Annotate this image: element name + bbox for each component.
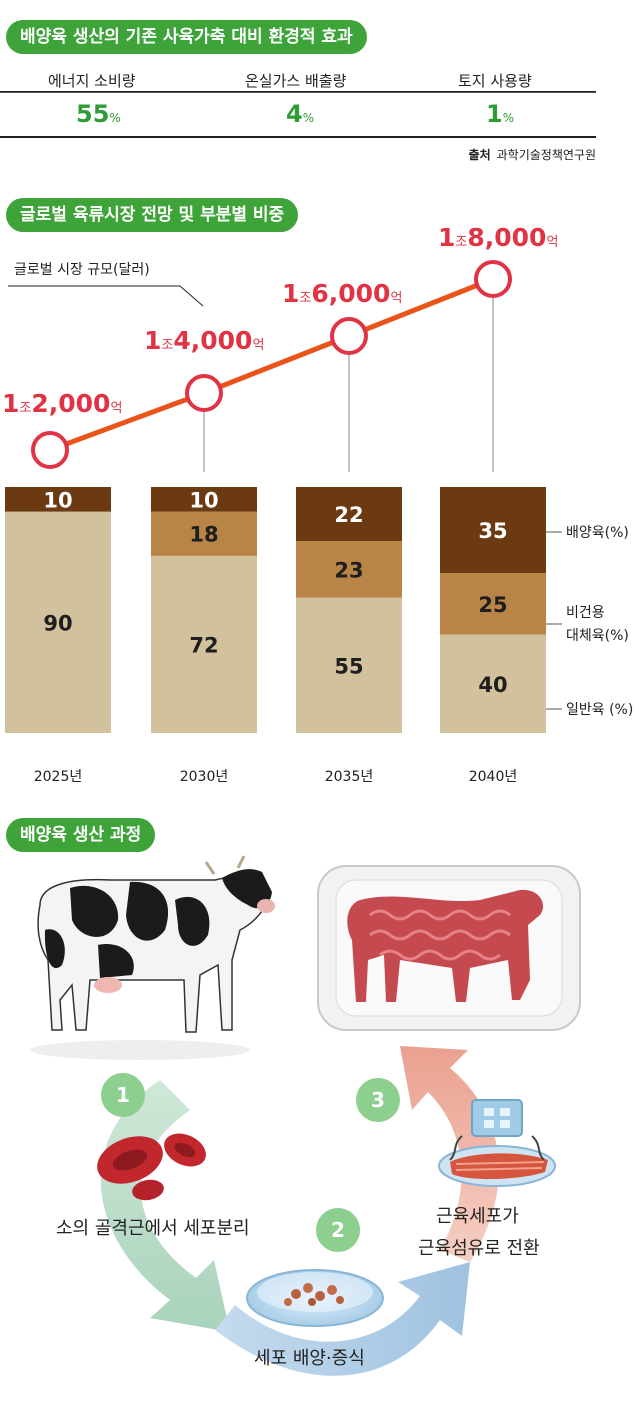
bar-value-label: 23: [334, 558, 363, 582]
bar-segment: [440, 573, 546, 635]
bar-segment: [151, 555, 257, 733]
step-3-text-line2: 근육섬유로 전환: [418, 1238, 540, 1259]
effect-mid-rule: [0, 92, 596, 93]
cow-illustration: [30, 855, 275, 1060]
step-number-1: 1: [116, 1083, 130, 1107]
effect-label-land: 토지 사용량: [458, 72, 532, 90]
effect-value-ghg-unit: %: [302, 111, 315, 125]
market-size-label: 1조4,000억: [144, 326, 264, 355]
effect-value-energy-num: 55: [76, 100, 110, 128]
muscle-fiber-illustration: [438, 1099, 556, 1187]
effect-value-land-num: 1: [486, 100, 503, 128]
bar-value-label: 25: [478, 593, 507, 617]
petri-dish-illustration: [246, 1269, 384, 1327]
bar-segment: [440, 634, 546, 733]
legend-label-vegan-1: 비건용: [566, 605, 605, 621]
step-badge-2: [316, 1208, 360, 1252]
cells-illustration: [97, 1133, 206, 1201]
x-tick-label: 2030년: [180, 769, 229, 785]
x-tick-label: 2040년: [469, 769, 518, 785]
bar-segment: [296, 487, 402, 542]
x-tick-label: 2025년: [34, 769, 83, 785]
source-name: 과학기술정책연구원: [496, 148, 596, 162]
line-series-label: 글로벌 시장 규모(달러): [14, 262, 150, 278]
legend-label-cultured: 배양육(%): [566, 525, 629, 541]
market-title: 글로벌 육류시장 전망 및 부분별 비중: [6, 198, 299, 232]
effect-title: 배양육 생산의 기존 사육가축 대비 환경적 효과: [6, 20, 367, 54]
x-tick-label: 2035년: [325, 769, 374, 785]
market-size-label: 1조8,000억: [438, 223, 558, 252]
bar-value-label: 18: [189, 523, 218, 547]
effect-value-ghg: 4%: [286, 100, 314, 128]
bar-value-label: 10: [43, 488, 72, 512]
source-label: 출처: [468, 148, 491, 162]
effect-bottom-rule: [0, 136, 596, 138]
effect-label-ghg: 온실가스 배출량: [245, 72, 347, 90]
bar-segment: [440, 487, 546, 574]
line-label-leader: 글로벌 시장 규모(달러): [8, 262, 204, 307]
bar-value-label: 35: [478, 519, 507, 543]
market-size-marker: [474, 260, 512, 298]
bar-value-label: 22: [334, 503, 363, 527]
market-size-line: [49, 276, 494, 453]
meat-tray-illustration: [317, 865, 581, 1031]
process-title: 배양육 생산 과정: [6, 818, 156, 852]
bar-segment: [296, 541, 402, 598]
market-size-marker: [185, 374, 223, 412]
step-badge-3: [356, 1078, 400, 1122]
market-size-marker: [31, 431, 69, 469]
bar-value-label: 90: [43, 611, 72, 635]
step-badge-1: [101, 1073, 145, 1117]
bar-segment: [151, 487, 257, 512]
cycle-arrow-pink: [400, 1046, 499, 1262]
bar-value-label: 55: [334, 654, 363, 678]
step-1-text: 소의 골격근에서 세포분리: [56, 1218, 250, 1239]
step-number-2: 2: [331, 1218, 345, 1242]
source-note: 출처 과학기술정책연구원: [469, 146, 596, 163]
market-size-marker: [330, 317, 368, 355]
cycle-arrow-green: [100, 1080, 230, 1332]
bar-segment: [5, 487, 111, 512]
legend-label-vegan-2: 대체육(%): [566, 628, 629, 644]
bar-segment: [296, 597, 402, 733]
effect-value-energy: 55%: [76, 100, 121, 128]
effect-value-energy-unit: %: [109, 111, 121, 125]
bar-segment: [151, 511, 257, 556]
market-size-label: 1조6,000억: [282, 279, 402, 308]
step-number-3: 3: [371, 1088, 385, 1112]
market-size-label: 1조2,000억: [2, 389, 122, 418]
market-chart: 글로벌 시장 규모(달러) 90 10 2025년 72 18 10 2030년 55 23 22…: [2, 223, 633, 785]
step-2-text: 세포 배양·증식: [254, 1348, 365, 1369]
bar-segment: [5, 511, 111, 733]
legend-label-conventional: 일반육 (%): [566, 702, 633, 718]
bar-value-label: 72: [189, 633, 218, 657]
effect-value-land: 1%: [486, 100, 514, 128]
bar-value-label: 40: [478, 673, 507, 697]
effect-value-ghg-num: 4: [286, 100, 303, 128]
effect-value-land-unit: %: [502, 111, 515, 125]
effect-label-energy: 에너지 소비량: [48, 72, 136, 90]
bar-value-label: 10: [189, 488, 218, 512]
step-3-text-line1: 근육세포가: [436, 1206, 519, 1227]
